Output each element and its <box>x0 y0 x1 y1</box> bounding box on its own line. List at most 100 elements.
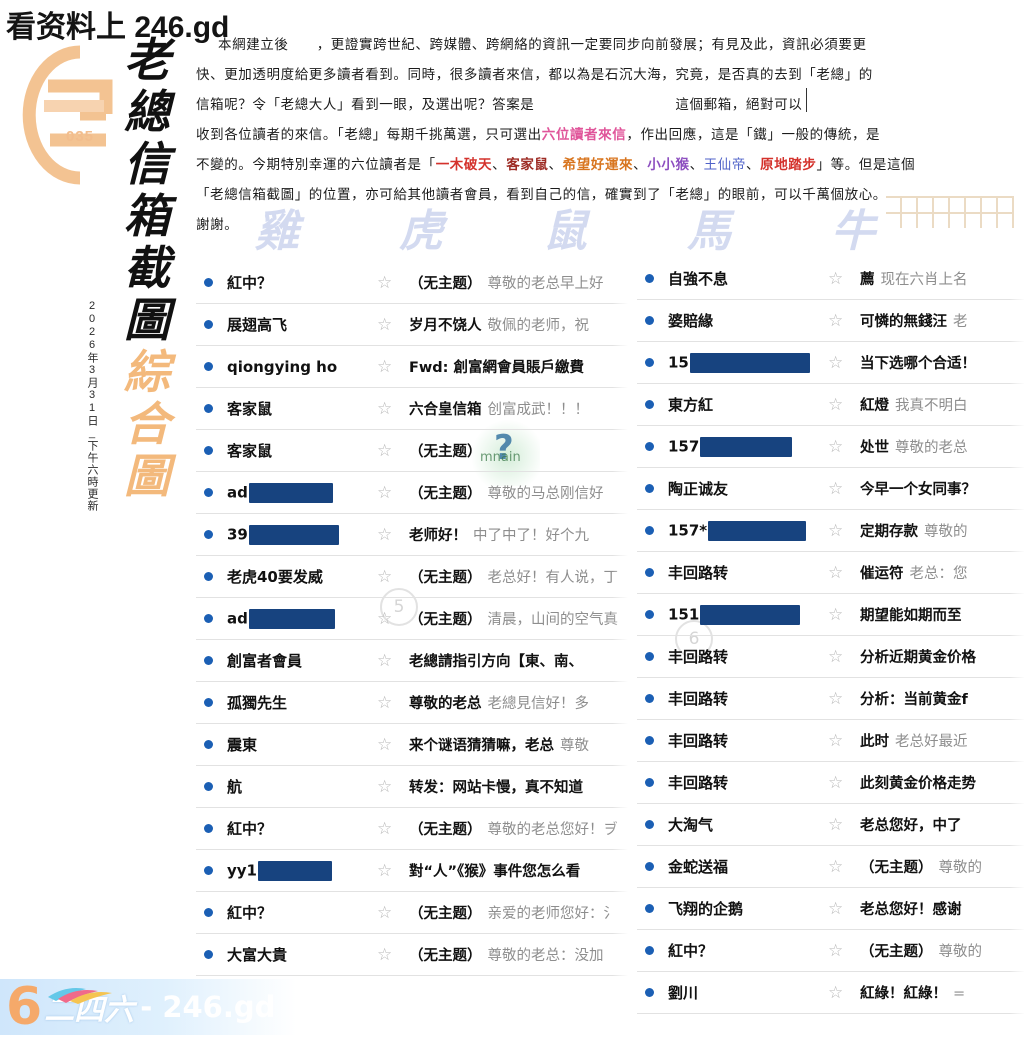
mail-subject: 来个谜语猜猜嘛，老总 尊敬 <box>409 738 589 754</box>
mail-row[interactable]: qiongying ho ☆ Fwd: 創富網會員賬戶繳費 <box>196 346 628 388</box>
star-icon[interactable]: ☆ <box>377 735 393 754</box>
unread-dot-icon <box>204 950 213 959</box>
star-icon[interactable]: ☆ <box>377 273 393 292</box>
mail-row[interactable]: 紅中？ ☆ （无主题） 尊敬的 <box>637 930 1024 972</box>
mail-list-right[interactable]: 自強不息 ☆ 薦现在六肖上名 婆賠緣 ☆ 可憐的無錢汪老 15 ☆ 当下选哪个合适！ 東方紅 ☆ 紅燈… <box>637 258 1024 1043</box>
mail-row[interactable]: 客家鼠 ☆ （无主题） <box>196 430 628 472</box>
unread-dot-icon <box>645 568 654 577</box>
mail-row[interactable]: 大淘气 ☆ 老总您好，中了 <box>637 804 1024 846</box>
star-icon[interactable]: ☆ <box>828 563 844 582</box>
star-icon[interactable]: ☆ <box>828 941 844 960</box>
mail-row[interactable]: 金蛇送福 ☆ （无主题） 尊敬的 <box>637 846 1024 888</box>
star-icon[interactable]: ☆ <box>828 899 844 918</box>
mail-row[interactable]: ad ☆ （无主题） 尊敬的马总刚信好 <box>196 472 628 514</box>
mail-row[interactable]: 大富大貴 ☆ （无主题） 尊敬的老总：没加 <box>196 934 628 976</box>
star-icon[interactable]: ☆ <box>828 311 844 330</box>
mail-subject: 当下选哪个合适！ <box>860 356 976 372</box>
mail-row[interactable]: 紅中？ ☆ （无主题） 尊敬的老总早上好 <box>196 262 628 304</box>
mail-snippet: 尊敬的 <box>938 944 983 960</box>
mail-row[interactable]: 丰回路转 ☆ 分析：当前黄金f <box>637 678 1024 720</box>
mail-row[interactable]: 紅中？ ☆ （无主题） 亲爱的老师您好：氵 <box>196 892 628 934</box>
star-icon[interactable]: ☆ <box>377 945 393 964</box>
lucky-reader-5: 王仙帝 <box>703 157 746 173</box>
mail-subject: 薦现在六肖上名 <box>860 272 968 288</box>
star-icon[interactable]: ☆ <box>377 357 393 376</box>
star-icon[interactable]: ☆ <box>828 689 844 708</box>
mail-row[interactable]: ad ☆ （无主题） 清晨，山间的空气真 <box>196 598 628 640</box>
unread-dot-icon <box>204 698 213 707</box>
star-icon[interactable]: ☆ <box>828 815 844 834</box>
mail-snippet: = <box>953 986 966 1002</box>
star-icon[interactable]: ☆ <box>377 651 393 670</box>
mail-row[interactable]: 孤獨先生 ☆ 尊敬的老总 老總見信好！多 <box>196 682 628 724</box>
unread-dot-icon <box>645 610 654 619</box>
subtitle-char-1: 綜 <box>124 345 170 399</box>
title-char-2: 總 <box>124 85 170 139</box>
star-icon[interactable]: ☆ <box>377 567 393 586</box>
mail-row[interactable]: 航 ☆ 转发：网站卡慢，真不知道 <box>196 766 628 808</box>
mail-row[interactable]: 震東 ☆ 来个谜语猜猜嘛，老总 尊敬 <box>196 724 628 766</box>
mail-row[interactable]: 151 ☆ 期望能如期而至 <box>637 594 1024 636</box>
star-icon[interactable]: ☆ <box>828 857 844 876</box>
top-promo-watermark: 看资料上 246.gd <box>6 11 230 44</box>
mail-row[interactable]: 老虎40要发威 ☆ （无主题） 老总好！有人说，丁 <box>196 556 628 598</box>
mail-row[interactable]: 客家鼠 ☆ 六合皇信箱 创富成武！！！ <box>196 388 628 430</box>
star-icon[interactable]: ☆ <box>828 521 844 540</box>
star-icon[interactable]: ☆ <box>377 483 393 502</box>
mail-row[interactable]: 丰回路转 ☆ 此刻黄金价格走势 <box>637 762 1024 804</box>
star-icon[interactable]: ☆ <box>828 647 844 666</box>
star-icon[interactable]: ☆ <box>828 731 844 750</box>
mail-row[interactable]: yy1 ☆ 對“人”《猴》事件您怎么看 <box>196 850 628 892</box>
star-icon[interactable]: ☆ <box>377 525 393 544</box>
mail-snippet: 老總見信好！多 <box>487 696 590 712</box>
mail-snippet: 尊敬的 <box>938 860 983 876</box>
star-icon[interactable]: ☆ <box>377 777 393 796</box>
mail-row[interactable]: 15 ☆ 当下选哪个合适！ <box>637 342 1024 384</box>
mail-row[interactable]: 157* ☆ 定期存款 尊敬的 <box>637 510 1024 552</box>
mail-row[interactable]: 創富者會員 ☆ 老總請指引方向【東、南、 <box>196 640 628 682</box>
mail-list-left[interactable]: 紅中？ ☆ （无主题） 尊敬的老总早上好 展翅高飞 ☆ 岁月不饶人 敬佩的老师，祝 qiongy… <box>196 262 628 992</box>
mail-sender: 15 <box>668 352 828 373</box>
mail-snippet: 创富成武！！！ <box>487 402 590 418</box>
star-icon[interactable]: ☆ <box>377 861 393 880</box>
mail-row[interactable]: 飞翔的企鹅 ☆ 老总您好！感谢 <box>637 888 1024 930</box>
star-icon[interactable]: ☆ <box>828 773 844 792</box>
ribbon-icon <box>48 988 112 1004</box>
mail-row[interactable]: 39 ☆ 老师好！ 中了中了！好个九 <box>196 514 628 556</box>
mail-sender: 劉川 <box>668 984 699 1002</box>
star-icon[interactable]: ☆ <box>828 479 844 498</box>
star-icon[interactable]: ☆ <box>828 983 844 1002</box>
mail-row[interactable]: 劉川 ☆ 紅綠！紅綠！ = <box>637 972 1024 1014</box>
mail-row[interactable]: 展翅高飞 ☆ 岁月不饶人 敬佩的老师，祝 <box>196 304 628 346</box>
mail-row[interactable]: 東方紅 ☆ 紅燈 我真不明白 <box>637 384 1024 426</box>
mail-row[interactable]: 157 ☆ 处世 尊敬的老总 <box>637 426 1024 468</box>
mail-subject: 催运符 老总：您 <box>860 566 968 582</box>
star-icon[interactable]: ☆ <box>377 609 393 628</box>
star-icon[interactable]: ☆ <box>828 353 844 372</box>
mail-rows-right-container: 自強不息 ☆ 薦现在六肖上名 婆賠緣 ☆ 可憐的無錢汪老 15 ☆ 当下选哪个合适！ 東方紅 ☆ 紅燈… <box>637 258 1024 1014</box>
mail-row[interactable]: 婆賠緣 ☆ 可憐的無錢汪老 <box>637 300 1024 342</box>
mail-row[interactable]: 丰回路转 ☆ 催运符 老总：您 <box>637 552 1024 594</box>
mail-row[interactable]: 紅中？ ☆ （无主题） 尊敬的老总您好！ヺ <box>196 808 628 850</box>
mail-row[interactable]: 自強不息 ☆ 薦现在六肖上名 <box>637 258 1024 300</box>
star-icon[interactable]: ☆ <box>828 269 844 288</box>
star-icon[interactable]: ☆ <box>828 605 844 624</box>
mail-sender: 客家鼠 <box>227 442 273 460</box>
mail-snippet: 敬佩的老师，祝 <box>487 318 590 334</box>
star-icon[interactable]: ☆ <box>377 819 393 838</box>
star-icon[interactable]: ☆ <box>828 437 844 456</box>
mail-subject: 對“人”《猴》事件您怎么看 <box>409 864 581 880</box>
subtitle-char-3: 圖 <box>124 449 170 503</box>
mail-sender: yy1 <box>227 860 377 881</box>
star-icon[interactable]: ☆ <box>377 441 393 460</box>
mail-row[interactable]: 陶正诚友 ☆ 今早一个女同事？ <box>637 468 1024 510</box>
star-icon[interactable]: ☆ <box>377 315 393 334</box>
star-icon[interactable]: ☆ <box>377 693 393 712</box>
mail-subject: 处世 尊敬的老总 <box>860 440 968 456</box>
star-icon[interactable]: ☆ <box>828 395 844 414</box>
star-icon[interactable]: ☆ <box>377 903 393 922</box>
mail-row[interactable]: 丰回路转 ☆ 分析近期黄金价格 <box>637 636 1024 678</box>
article-line-6: 「老總信箱截圖」的位置，亦可給其他讀者會員，看到自己的信，確實到了「老總」的眼前… <box>196 187 887 203</box>
star-icon[interactable]: ☆ <box>377 399 393 418</box>
mail-row[interactable]: 丰回路转 ☆ 此时 老总好最近 <box>637 720 1024 762</box>
